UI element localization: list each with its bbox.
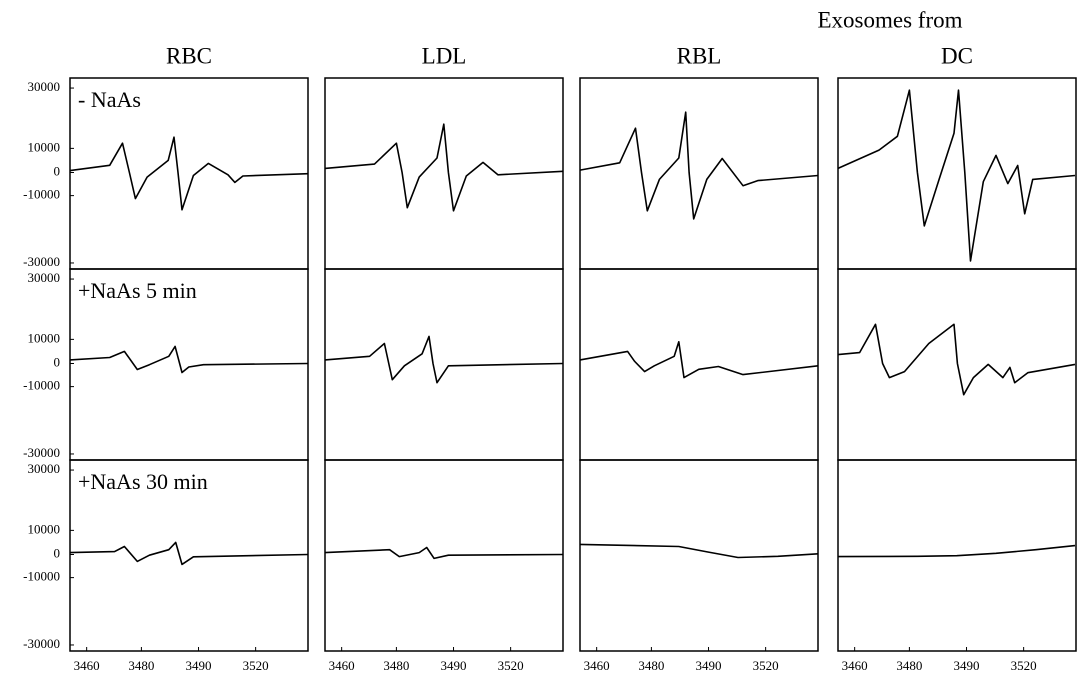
x-tick-label: 3480 bbox=[896, 658, 922, 673]
y-tick-label: 10000 bbox=[28, 330, 61, 345]
spectrum-line bbox=[324, 546, 564, 560]
y-tick-label: 0 bbox=[54, 163, 61, 178]
panel-frame bbox=[837, 459, 1077, 652]
y-tick-label: 30000 bbox=[28, 461, 61, 476]
spectrum-line bbox=[69, 345, 309, 374]
panel-frame bbox=[579, 459, 819, 652]
y-tick-label: -30000 bbox=[23, 636, 60, 651]
spectrum-line bbox=[324, 335, 564, 384]
spectrum-line bbox=[579, 341, 819, 379]
spectrum-line bbox=[579, 111, 819, 220]
y-tick-label: -30000 bbox=[23, 445, 60, 460]
spectrum-line bbox=[837, 544, 1076, 558]
spectrum-line bbox=[837, 89, 1076, 262]
x-tick-label: 3520 bbox=[243, 658, 269, 673]
row-label: +NaAs 30 min bbox=[78, 469, 208, 494]
figure-title: Exosomes from bbox=[817, 7, 962, 32]
y-tick-label: 0 bbox=[54, 545, 61, 560]
spectrum-line bbox=[69, 136, 309, 211]
row-label: - NaAs bbox=[78, 87, 141, 112]
x-tick-label: 3460 bbox=[74, 658, 100, 673]
x-tick-label: 3460 bbox=[584, 658, 610, 673]
x-tick-label: 3490 bbox=[441, 658, 467, 673]
x-tick-label: 3520 bbox=[1011, 658, 1037, 673]
x-tick-label: 3460 bbox=[842, 658, 868, 673]
y-tick-label: 0 bbox=[54, 354, 61, 369]
column-title: DC bbox=[941, 43, 973, 68]
x-tick-label: 3480 bbox=[128, 658, 154, 673]
spectrum-line bbox=[579, 543, 819, 559]
column-title: LDL bbox=[422, 43, 467, 68]
x-tick-label: 3490 bbox=[186, 658, 212, 673]
spectrum-line bbox=[69, 541, 309, 566]
y-tick-label: 30000 bbox=[28, 79, 61, 94]
x-tick-label: 3490 bbox=[954, 658, 980, 673]
spectrum-line bbox=[324, 123, 564, 212]
y-tick-label: 30000 bbox=[28, 270, 61, 285]
panel-frame bbox=[579, 77, 819, 270]
panel-frame bbox=[324, 459, 564, 652]
x-tick-label: 3460 bbox=[329, 658, 355, 673]
y-tick-label: 10000 bbox=[28, 139, 61, 154]
row-label: +NaAs 5 min bbox=[78, 278, 197, 303]
x-tick-label: 3520 bbox=[753, 658, 779, 673]
x-tick-label: 3520 bbox=[498, 658, 524, 673]
y-tick-label: -10000 bbox=[23, 187, 60, 202]
panel-frame bbox=[69, 459, 309, 652]
x-tick-label: 3480 bbox=[638, 658, 664, 673]
x-tick-label: 3480 bbox=[383, 658, 409, 673]
y-tick-label: -10000 bbox=[23, 569, 60, 584]
y-tick-label: -10000 bbox=[23, 378, 60, 393]
x-tick-label: 3490 bbox=[696, 658, 722, 673]
panel-frame bbox=[579, 268, 819, 461]
y-tick-label: 10000 bbox=[28, 521, 61, 536]
column-title: RBL bbox=[677, 43, 722, 68]
spectrum-line bbox=[837, 323, 1076, 396]
y-tick-label: -30000 bbox=[23, 254, 60, 269]
column-title: RBC bbox=[166, 43, 212, 68]
